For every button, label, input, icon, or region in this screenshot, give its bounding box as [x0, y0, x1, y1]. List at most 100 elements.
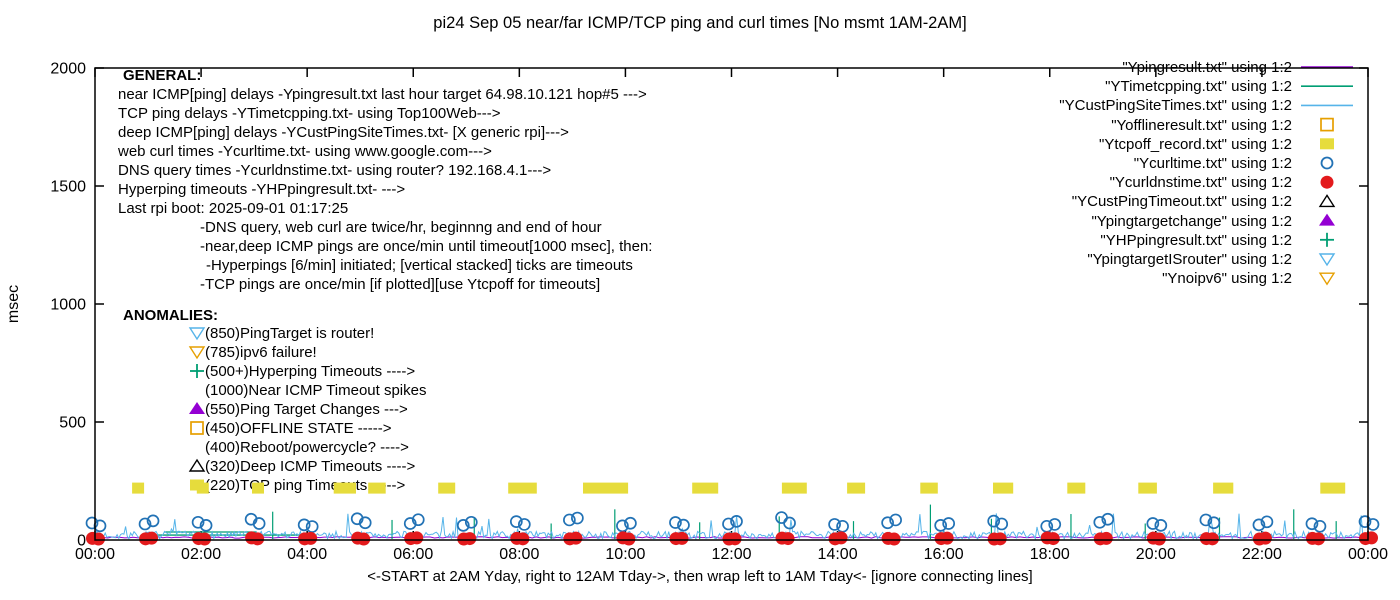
legend-label: "Ycurltime.txt" using 1:2 — [1134, 155, 1292, 172]
timeout-block-Ytcpoff_record.txt — [252, 482, 264, 494]
point-Ycurltime.txt — [1313, 519, 1327, 533]
legend-anomaly-markers — [188, 66, 1353, 491]
point-Ycurltime.txt — [616, 519, 629, 533]
point-Ycurltime.txt — [403, 517, 417, 530]
legend-label: "YCustPingSiteTimes.txt" using 1:2 — [1059, 97, 1292, 114]
point-Ycurldnstime.txt — [1365, 531, 1378, 545]
timeout-block-Ytcpoff_record.txt — [781, 482, 807, 494]
point-Ycurltime.txt — [722, 517, 735, 531]
point-Ycurldnstime.txt — [516, 532, 530, 546]
x-tick-label: 00:00 — [1348, 546, 1388, 563]
general-line: deep ICMP[ping] delays -YCustPingSiteTim… — [118, 124, 569, 141]
point-Ycurltime.txt — [1146, 517, 1160, 530]
legend-sample-open-square-icon — [1320, 117, 1334, 132]
point-Ycurltime.txt — [934, 519, 948, 532]
point-Ycurltime.txt — [1358, 515, 1372, 528]
y-tick-label: 0 — [77, 533, 86, 550]
anomaly-item: (550)Ping Target Changes ---> — [205, 401, 408, 418]
point-Ycurltime.txt — [987, 514, 1001, 528]
point-Ycurltime.txt — [995, 517, 1009, 531]
general-line: TCP ping delays -YTimetcpping.txt- using… — [118, 105, 501, 122]
point-Ycurltime.txt — [358, 516, 372, 530]
legend-label: "Ytcpoff_record.txt" using 1:2 — [1099, 136, 1292, 153]
timeout-block-Ytcpoff_record.txt — [847, 482, 866, 494]
general-line: web curl times -Ycurltime.txt- using www… — [117, 143, 492, 160]
point-Ycurldnstime.txt — [410, 531, 424, 545]
anomaly-open-triangle-up-icon — [188, 458, 206, 472]
general-line: DNS query times -Ycurldnstime.txt- using… — [118, 162, 551, 179]
x-tick-label: 12:00 — [711, 546, 751, 563]
y-tick-label: 2000 — [50, 61, 86, 78]
point-Ycurldnstime.txt — [887, 532, 901, 546]
point-Ycurldnstime.txt — [357, 532, 371, 546]
timeout-block-Ytcpoff_record.txt — [508, 482, 537, 494]
point-Ycurltime.txt — [624, 516, 637, 530]
anomaly-open-square-icon — [190, 421, 204, 435]
point-Ycurltime.txt — [775, 511, 788, 524]
general-note: -near,deep ICMP pings are once/min until… — [200, 238, 652, 255]
point-Ycurltime.txt — [1040, 519, 1054, 533]
point-Ycurldnstime.txt — [145, 531, 159, 545]
general-line: Hyperping timeouts -YHPpingresult.txt- -… — [118, 181, 405, 198]
timeout-block-Ytcpoff_record.txt — [1138, 482, 1157, 494]
anomaly-item: (1000)Near ICMP Timeout spikes — [205, 382, 426, 399]
point-Ycurltime.txt — [669, 516, 682, 529]
point-Ycurltime.txt — [563, 513, 576, 527]
point-Ycurldnstime.txt — [675, 531, 689, 545]
point-Ycurltime.txt — [828, 518, 841, 531]
point-Ycurldnstime.txt — [1099, 531, 1113, 545]
x-tick-label: 14:00 — [818, 546, 858, 563]
x-tick-label: 20:00 — [1136, 546, 1176, 563]
anomaly-item: (500+)Hyperping Timeouts ----> — [205, 363, 415, 380]
point-Ycurltime.txt — [1260, 515, 1274, 529]
point-Ycurldnstime.txt — [834, 531, 848, 545]
point-Ycurltime.txt — [1048, 518, 1062, 531]
point-Ycurltime.txt — [146, 514, 160, 528]
legend-label: "Ynoipv6" using 1:2 — [1162, 270, 1292, 287]
anomalies-heading: ANOMALIES: — [123, 307, 218, 324]
point-Ycurltime.txt — [85, 516, 99, 530]
point-Ycurltime.txt — [1199, 513, 1213, 527]
anomaly-open-triangle-down-icon — [188, 327, 206, 341]
point-Ycurltime.txt — [456, 519, 470, 532]
legend-label: "Ycurldnstime.txt" using 1:2 — [1110, 174, 1292, 191]
anomaly-item: (850)PingTarget is router! — [205, 325, 374, 342]
anomaly-open-triangle-down-icon — [188, 346, 206, 360]
point-Ycurldnstime.txt — [569, 531, 583, 545]
point-Ycurltime.txt — [411, 513, 425, 527]
point-Ycurltime.txt — [1305, 517, 1319, 531]
point-Ycurldnstime.txt — [728, 532, 742, 546]
x-tick-label: 16:00 — [924, 546, 964, 563]
point-Ycurltime.txt — [199, 519, 213, 532]
point-Ycurltime.txt — [783, 516, 796, 530]
timeout-block-Ytcpoff_record.txt — [920, 482, 938, 494]
point-Ycurltime.txt — [252, 517, 266, 530]
legend-label: "Yofflineresult.txt" using 1:2 — [1111, 117, 1292, 134]
general-line: near ICMP[ping] delays -Ypingresult.txt … — [118, 86, 647, 103]
point-Ycurltime.txt — [464, 515, 478, 529]
timeout-block-Ytcpoff_record.txt — [132, 482, 145, 494]
point-Ycurltime.txt — [517, 518, 531, 531]
point-Ycurldnstime.txt — [1046, 532, 1060, 546]
anomaly-filled-square-icon — [190, 479, 204, 491]
legend-sample-filled-triangle-up-icon — [1319, 213, 1335, 226]
legend-label: "YTimetcpping.txt" using 1:2 — [1105, 78, 1292, 95]
legend-label: "YCustPingTimeout.txt" using 1:2 — [1072, 193, 1292, 210]
point-Ycurldnstime.txt — [1205, 532, 1219, 546]
legend-sample-filled-circle-icon — [1320, 175, 1334, 189]
x-tick-label: 02:00 — [181, 546, 221, 563]
x-tick-label: 18:00 — [1030, 546, 1070, 563]
anomaly-item: (785)ipv6 failure! — [205, 344, 317, 361]
data-series — [85, 482, 1380, 546]
point-Ycurltime.txt — [889, 513, 902, 527]
y-tick-label: 500 — [59, 415, 86, 432]
point-Ycurltime.txt — [836, 519, 849, 533]
y-axis-label: msec — [5, 285, 22, 323]
legend-label: "Ypingtargetchange" using 1:2 — [1091, 213, 1292, 230]
point-Ycurldnstime.txt — [1152, 532, 1166, 546]
point-Ycurltime.txt — [305, 520, 319, 533]
anomaly-item: (320)Deep ICMP Timeouts ----> — [205, 458, 415, 475]
point-Ycurldnstime.txt — [198, 532, 212, 546]
